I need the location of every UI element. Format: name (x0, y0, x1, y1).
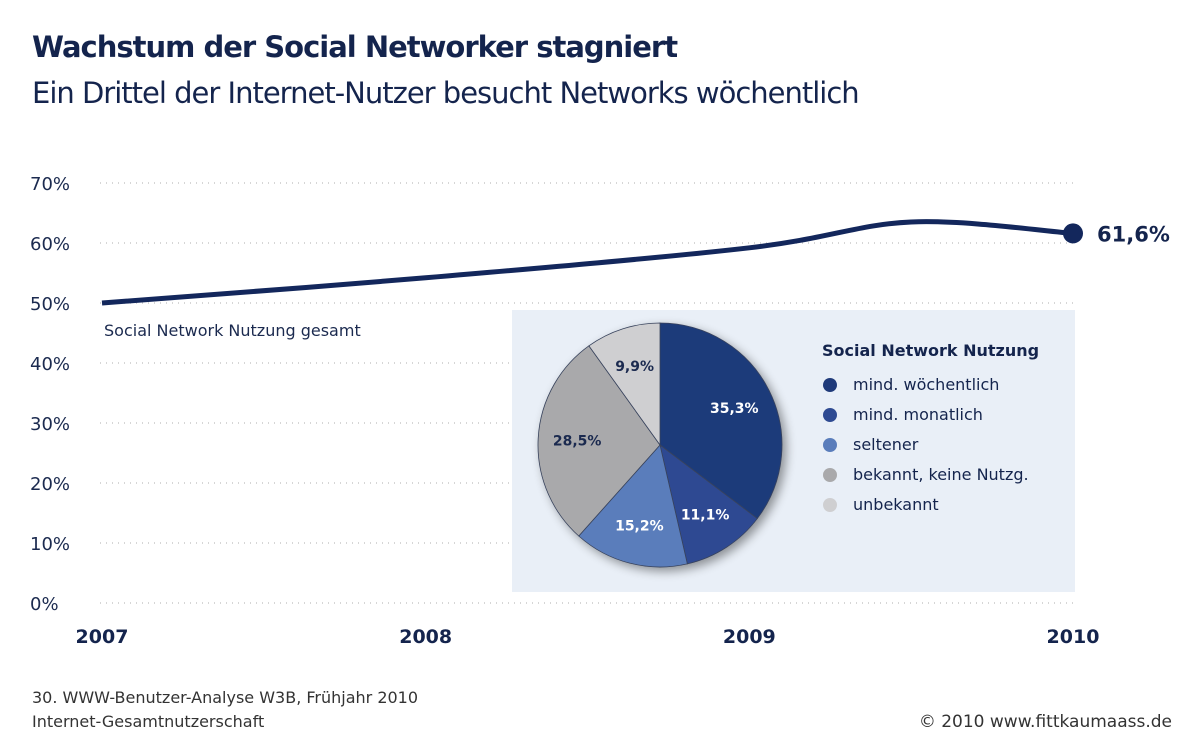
legend-label: unbekannt (853, 495, 939, 514)
series-label: Social Network Nutzung gesamt (104, 321, 361, 340)
y-tick-label: 30% (30, 414, 70, 435)
y-tick-label: 60% (30, 234, 70, 255)
chart-subtitle: Ein Drittel der Internet-Nutzer besucht … (32, 76, 860, 110)
series-line (101, 219, 1074, 306)
pie-slice (578, 444, 688, 568)
pie-slice-label: 35,3% (710, 401, 759, 417)
y-tick-label: 20% (30, 474, 70, 495)
y-tick-label: 0% (30, 594, 59, 615)
chart-title: Wachstum der Social Networker stagniert (32, 30, 678, 64)
source-line-2: Internet-Gesamtnutzerschaft (32, 712, 265, 731)
pie-slice-label: 15,2% (615, 518, 664, 534)
end-value-label: 61,6% (1097, 222, 1170, 246)
y-tick-label: 50% (30, 294, 70, 315)
legend-swatch (823, 378, 837, 392)
x-tick-label: 2009 (723, 626, 776, 648)
legend-label: bekannt, keine Nutzg. (853, 465, 1029, 484)
pie (537, 322, 783, 568)
legend-label: seltener (853, 435, 919, 454)
pie-slice-label: 28,5% (553, 434, 602, 450)
pie-slice (588, 322, 661, 447)
pie-legend-title: Social Network Nutzung (822, 341, 1039, 360)
x-tick-label: 2007 (76, 626, 129, 648)
legend-label: mind. wöchentlich (853, 375, 999, 394)
legend-label: mind. monatlich (853, 405, 983, 424)
y-tick-label: 40% (30, 354, 70, 375)
source-line-1: 30. WWW-Benutzer-Analyse W3B, Frühjahr 2… (32, 688, 419, 707)
pie-slice (659, 444, 758, 565)
pie-slice-label: 9,9% (615, 359, 654, 375)
x-tick-label: 2008 (399, 626, 452, 648)
legend-swatch (823, 408, 837, 422)
pie-slice (537, 345, 661, 537)
end-point-marker (1063, 223, 1083, 244)
legend-swatch (823, 468, 837, 482)
legend-swatch (823, 438, 837, 452)
y-tick-label: 70% (30, 174, 70, 195)
x-tick-label: 2010 (1047, 626, 1100, 648)
pie-slice-label: 11,1% (681, 508, 730, 524)
pie-slice (659, 322, 783, 520)
y-tick-label: 10% (30, 534, 70, 555)
legend-swatch (823, 498, 837, 512)
copyright: © 2010 www.fittkaumaass.de (918, 712, 1172, 732)
